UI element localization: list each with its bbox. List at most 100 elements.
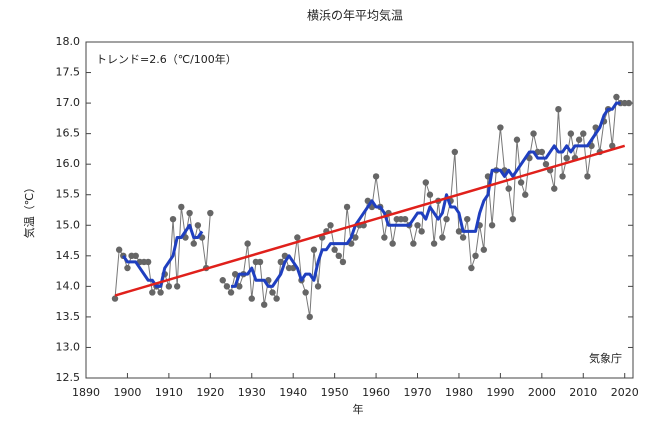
x-tick-label: 1980 [445, 386, 473, 399]
series-line [114, 144, 626, 297]
plot-frame [85, 41, 634, 379]
y-tick-label: 18.0 [56, 35, 81, 48]
data-point [538, 148, 546, 156]
data-point [149, 289, 156, 296]
data-point [389, 240, 396, 247]
x-tick-label: 2010 [569, 386, 597, 399]
data-point [422, 179, 430, 186]
data-point [294, 234, 301, 241]
y-tick-label: 17.5 [56, 66, 81, 79]
data-point [468, 264, 475, 272]
data-point [575, 136, 583, 143]
data-point [480, 246, 488, 253]
y-tick-label: 16.5 [56, 127, 81, 140]
x-tick-label: 1940 [279, 386, 307, 399]
data-point [372, 173, 380, 180]
data-point [580, 130, 587, 137]
data-point [410, 240, 417, 247]
data-point [464, 215, 471, 223]
y-tick-label: 12.5 [56, 371, 81, 384]
data-point [231, 270, 239, 278]
data-point [335, 252, 342, 260]
data-point [343, 203, 351, 211]
data-point [173, 283, 181, 290]
x-tick-label: 2020 [611, 386, 639, 399]
data-point [277, 258, 284, 266]
data-point [609, 142, 616, 150]
x-tick-label: 2000 [528, 386, 556, 399]
data-point [443, 215, 450, 223]
y-tick-label: 17.0 [56, 96, 81, 109]
data-point [472, 252, 479, 260]
x-tick-label: 1900 [113, 386, 141, 399]
data-point [248, 295, 255, 302]
data-point [352, 234, 359, 241]
trend-annotation: トレンド=2.6（℃/100年） [96, 52, 237, 66]
x-tick-label: 1930 [238, 386, 266, 399]
data-point [256, 258, 264, 266]
data-point [236, 283, 243, 290]
data-point [517, 179, 525, 186]
data-point [223, 283, 231, 290]
y-tick-label: 13.5 [56, 310, 81, 323]
data-point [555, 106, 562, 113]
data-point [144, 258, 152, 266]
y-tick-label: 15.0 [56, 218, 81, 231]
data-point [584, 173, 591, 180]
data-point [157, 289, 164, 296]
data-point [418, 228, 425, 235]
y-tick-label: 13.0 [56, 340, 81, 353]
data-point [302, 289, 309, 296]
data-point [207, 209, 214, 217]
data-point [430, 240, 438, 247]
x-tick-label: 1950 [321, 386, 349, 399]
data-point [310, 246, 318, 253]
data-point [260, 301, 268, 308]
data-point [439, 234, 446, 241]
y-tick-label: 15.5 [56, 188, 81, 201]
data-point [414, 222, 421, 229]
chart-title: 横浜の年平均気温 [307, 8, 403, 23]
data-point [563, 154, 570, 162]
data-point [542, 160, 550, 168]
data-point [331, 246, 338, 253]
source-annotation: 気象庁 [589, 351, 622, 365]
data-point [559, 173, 566, 180]
x-tick-label: 1890 [72, 386, 100, 399]
data-point [227, 289, 235, 296]
data-point [488, 222, 496, 229]
series-line [122, 101, 621, 288]
x-tick-label: 1960 [362, 386, 390, 399]
data-point [165, 283, 173, 290]
data-point [178, 203, 185, 211]
x-tick-label: 1910 [155, 386, 183, 399]
data-point [186, 209, 193, 217]
data-point [339, 258, 347, 266]
x-tick-label: 1990 [486, 386, 514, 399]
data-point [513, 136, 521, 143]
data-point [132, 252, 139, 260]
data-point [327, 222, 334, 229]
y-tick-label: 16.0 [56, 157, 81, 170]
data-point [306, 313, 313, 321]
x-tick-label: 1920 [196, 386, 224, 399]
data-point [401, 215, 409, 223]
data-point [244, 240, 251, 247]
data-point [381, 234, 388, 241]
data-point [567, 130, 575, 137]
data-point [190, 240, 197, 247]
data-point [551, 185, 558, 192]
y-tick-label: 14.0 [56, 279, 81, 292]
y-tick-label: 14.5 [56, 249, 81, 262]
data-point [522, 191, 529, 198]
data-point [269, 289, 276, 296]
data-point [273, 295, 280, 302]
data-point [124, 264, 131, 272]
data-point [115, 246, 123, 253]
data-point [169, 215, 177, 223]
data-point [625, 99, 633, 107]
data-point [509, 215, 517, 223]
data-point [194, 222, 202, 229]
x-axis-label: 年 [353, 402, 364, 416]
